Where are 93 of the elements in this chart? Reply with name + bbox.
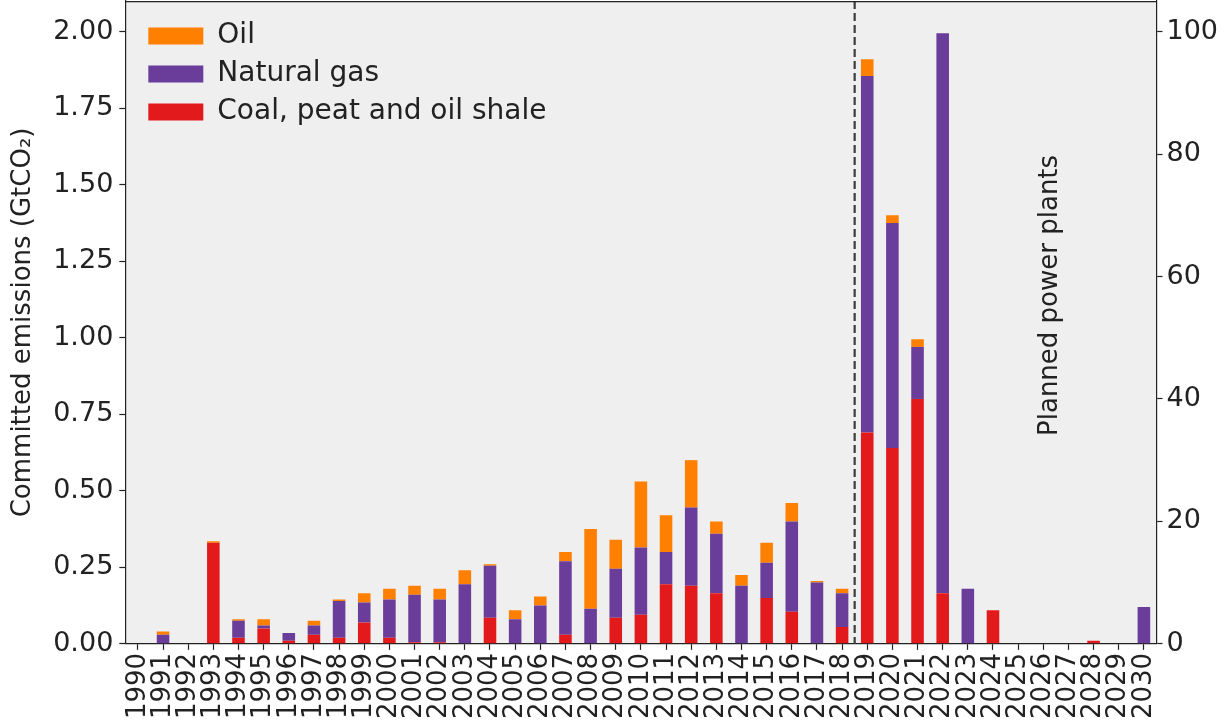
bar [508,610,522,620]
y-tick-label: 0.25 [53,549,114,581]
bar [886,222,899,448]
y-tick-label: 0.00 [53,625,114,657]
bar [634,481,648,548]
bar [508,619,522,644]
bar [710,521,723,534]
bar [332,600,346,638]
bar [860,76,874,433]
bar [1137,607,1151,644]
bar [961,588,975,644]
bar [534,596,547,606]
bar [357,602,371,623]
annotation: Planned power plants [1033,154,1064,436]
bar [534,605,547,644]
bar [659,552,673,585]
bar [911,398,924,644]
bar [710,533,723,594]
bar [383,637,396,644]
bar [584,608,597,644]
y2-tick-label: 60 [1166,258,1201,290]
bar [860,432,874,644]
bar [483,565,497,618]
bar [609,617,623,644]
bar [760,562,773,598]
y-tick-label: 2.00 [53,13,114,45]
bar [357,593,371,603]
bar [307,625,321,635]
bar [911,346,924,399]
bar [609,568,623,618]
y-tick-label: 0.75 [53,396,114,428]
y-tick-label: 1.00 [53,319,114,351]
bar [684,585,698,644]
bar [810,582,824,644]
bar [433,599,446,643]
y-axis-title: Committed emissions (GtCO₂) [6,127,37,518]
bar [408,594,421,643]
y-tick-label: 1.75 [53,90,114,122]
y-tick-label: 0.50 [53,472,114,504]
bar [835,627,849,644]
legend-label: Coal, peat and oil shale [217,93,547,127]
bar [559,634,572,644]
bar [835,593,849,627]
y2-tick-label: 0 [1166,625,1184,657]
bar [156,631,170,635]
legend-label: Natural gas [217,55,380,89]
bar [232,620,245,638]
bar [735,585,748,644]
bar [936,33,949,594]
bar [483,617,497,644]
bar [785,503,799,522]
y2-tick-label: 20 [1166,503,1201,535]
y2-tick-label: 40 [1166,380,1201,412]
bar [458,584,472,644]
bar [634,547,648,615]
bar [936,593,949,644]
bar [257,628,270,644]
bar [911,339,924,347]
bar [458,570,472,585]
bar [584,529,597,609]
bar [860,59,874,76]
bar [433,588,446,600]
bar [282,633,296,641]
y-tick-label: 1.50 [53,166,114,198]
bar [257,625,270,629]
legend-label: Oil [217,17,255,51]
bar [684,460,698,508]
bar [383,599,396,638]
bar [659,515,673,552]
y2-tick-label: 80 [1166,136,1201,168]
bar [257,619,270,626]
bar [986,610,1000,644]
bar [383,588,396,600]
bar [886,447,899,644]
bar [785,521,799,612]
bar [559,552,572,562]
bar [785,611,799,644]
bar [710,593,723,644]
bar [735,574,748,586]
bar [760,542,773,563]
bar [684,507,698,586]
bar [357,622,371,644]
y2-tick-label: 100 [1166,13,1219,45]
bar [886,215,899,223]
bar [232,637,245,644]
bar [760,597,773,644]
bar [559,561,572,635]
bar [207,542,220,644]
bar [634,614,648,644]
bar [609,539,623,569]
bar [659,584,673,644]
y-tick-label: 1.25 [53,243,114,275]
bar [408,585,421,595]
